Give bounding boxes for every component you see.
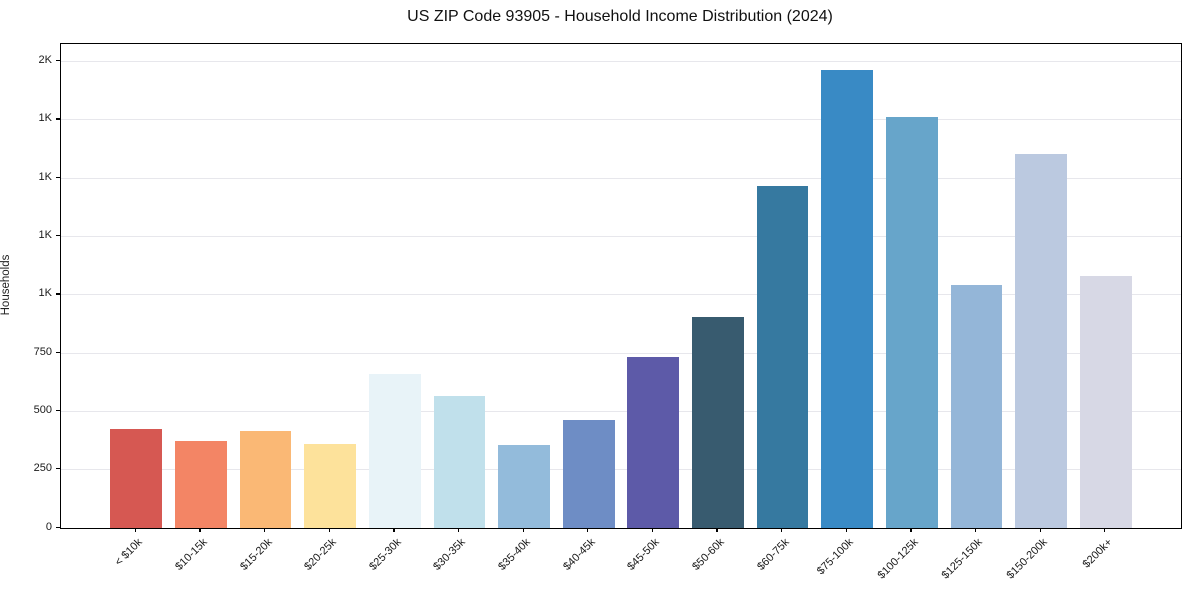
- y-tick-label: 2K: [38, 53, 52, 66]
- bar-$75-100k: [821, 69, 874, 528]
- x-tick-mark: [651, 528, 654, 533]
- bar-< $10k: [110, 428, 163, 528]
- bar-$60-75k: [756, 186, 809, 528]
- x-tick-mark: [393, 528, 395, 533]
- y-tick-mark: [56, 526, 60, 528]
- x-tick-mark: [1104, 528, 1106, 533]
- y-gridline: [61, 294, 1181, 296]
- y-tick-mark: [56, 468, 60, 470]
- bar-$30-35k: [433, 396, 486, 528]
- x-tick-mark: [716, 528, 718, 533]
- y-axis-label: Households: [0, 254, 12, 316]
- y-gridline: [61, 352, 1181, 354]
- x-tick-mark: [910, 528, 912, 533]
- bar-$125-150k: [950, 285, 1003, 528]
- y-tick-label: 1K: [38, 112, 52, 125]
- bar-$15-20k: [239, 431, 292, 528]
- x-tick-mark: [199, 528, 201, 533]
- bar-$100-125k: [885, 117, 938, 528]
- bar-$40-45k: [562, 419, 615, 528]
- y-tick-label: 1K: [38, 287, 52, 300]
- x-tick-mark: [522, 528, 524, 533]
- y-gridline: [61, 410, 1181, 412]
- y-gridline: [61, 469, 1181, 471]
- plot-area: [60, 43, 1182, 529]
- x-tick-mark: [781, 528, 783, 533]
- y-tick-mark: [56, 351, 60, 353]
- y-tick-mark: [56, 234, 60, 237]
- x-tick-mark: [1039, 528, 1041, 533]
- x-tick-mark: [587, 528, 589, 533]
- x-tick-mark: [974, 528, 977, 533]
- bar-$25-30k: [368, 374, 421, 528]
- bar-$10-15k: [175, 440, 227, 528]
- bar-$20-25k: [304, 444, 357, 528]
- y-tick-label: 750: [33, 345, 52, 358]
- y-gridline: [61, 60, 1181, 62]
- bar-$50-60k: [692, 316, 744, 528]
- x-tick-mark: [845, 528, 847, 533]
- y-gridline: [61, 235, 1181, 237]
- y-gridline: [61, 177, 1181, 179]
- y-tick-label: 250: [33, 462, 52, 475]
- bar-$35-40k: [498, 445, 550, 528]
- x-tick-mark: [264, 528, 266, 533]
- y-tick-label: 0: [45, 520, 52, 533]
- y-tick-label: 1K: [38, 170, 52, 183]
- bar-$45-50k: [627, 356, 680, 528]
- x-tick-label: < $10k: [113, 536, 146, 569]
- chart-title: US ZIP Code 93905 - Household Income Dis…: [407, 8, 833, 25]
- y-tick-mark: [56, 59, 60, 62]
- bar-$200k+: [1079, 276, 1132, 528]
- bar-$150-200k: [1015, 153, 1067, 528]
- x-tick-mark: [457, 528, 460, 533]
- y-gridline: [61, 119, 1181, 121]
- x-tick-mark: [134, 528, 137, 533]
- x-tick-mark: [328, 528, 330, 533]
- y-tick-mark: [56, 118, 60, 120]
- y-tick-mark: [56, 409, 60, 412]
- y-tick-label: 500: [33, 403, 52, 416]
- y-tick-mark: [56, 293, 60, 295]
- y-tick-mark: [56, 176, 60, 178]
- y-tick-label: 1K: [38, 228, 52, 241]
